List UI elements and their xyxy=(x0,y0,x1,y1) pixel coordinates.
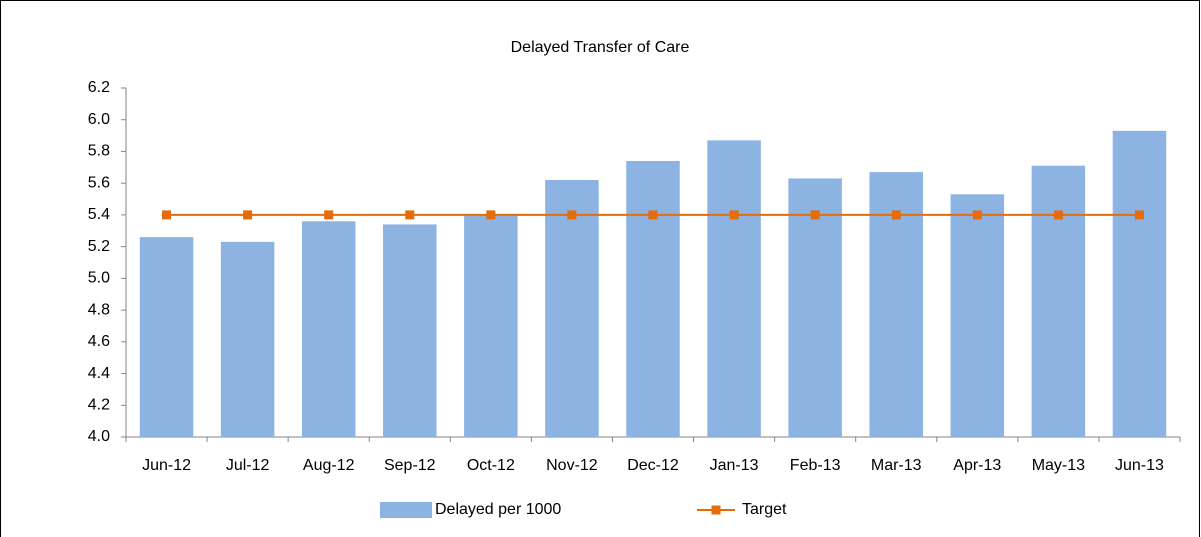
x-tick-label: Aug-12 xyxy=(303,457,355,474)
y-tick-label: 5.6 xyxy=(88,174,110,191)
y-tick-label: 5.4 xyxy=(88,206,110,223)
target-marker xyxy=(486,210,496,220)
x-tick-label: Feb-13 xyxy=(790,457,841,474)
y-tick-label: 5.8 xyxy=(88,143,110,160)
y-tick-label: 5.2 xyxy=(88,238,110,255)
target-marker xyxy=(891,210,901,220)
legend-swatch xyxy=(380,502,432,518)
y-tick-label: 6.2 xyxy=(88,79,110,96)
legend-label: Target xyxy=(742,501,787,518)
y-tick-label: 4.4 xyxy=(88,365,110,382)
x-tick-label: May-13 xyxy=(1032,457,1085,474)
bar xyxy=(383,224,437,437)
x-tick-label: Apr-13 xyxy=(953,457,1001,474)
bar xyxy=(1031,165,1086,437)
chart-title: Delayed Transfer of Care xyxy=(511,39,690,56)
y-tick-label: 4.8 xyxy=(88,301,110,318)
y-tick-label: 5.0 xyxy=(88,270,110,287)
x-tick-label: Mar-13 xyxy=(871,457,922,474)
legend-label: Delayed per 1000 xyxy=(435,501,561,518)
target-marker xyxy=(729,210,739,220)
bar xyxy=(139,237,194,437)
bar xyxy=(301,221,356,437)
bar xyxy=(1112,130,1167,437)
bar xyxy=(707,140,761,437)
bar xyxy=(788,178,842,437)
bar xyxy=(545,180,599,437)
bar xyxy=(950,194,1005,437)
target-marker xyxy=(810,210,820,220)
target-marker xyxy=(648,210,658,220)
target-marker xyxy=(162,210,172,220)
y-tick-label: 6.0 xyxy=(88,111,110,128)
x-tick-label: Sep-12 xyxy=(384,457,436,474)
x-tick-label: Oct-12 xyxy=(467,457,515,474)
target-marker xyxy=(405,210,415,220)
y-tick-label: 4.2 xyxy=(88,396,110,413)
y-tick-label: 4.6 xyxy=(88,333,110,350)
bar xyxy=(626,160,680,438)
target-marker xyxy=(243,210,253,220)
x-tick-label: Dec-12 xyxy=(627,457,679,474)
x-tick-label: Jun-12 xyxy=(142,457,191,474)
x-tick-label: Jul-12 xyxy=(226,457,270,474)
x-tick-label: Jun-13 xyxy=(1115,457,1164,474)
target-marker xyxy=(324,210,334,220)
target-marker xyxy=(567,210,577,220)
bar xyxy=(220,241,275,437)
y-tick-label: 4.0 xyxy=(88,428,110,445)
target-marker xyxy=(1134,210,1144,220)
x-tick-label: Nov-12 xyxy=(546,457,598,474)
legend-marker xyxy=(711,505,721,515)
target-marker xyxy=(972,210,982,220)
bar xyxy=(464,214,518,437)
target-marker xyxy=(1053,210,1063,220)
x-tick-label: Jan-13 xyxy=(710,457,759,474)
